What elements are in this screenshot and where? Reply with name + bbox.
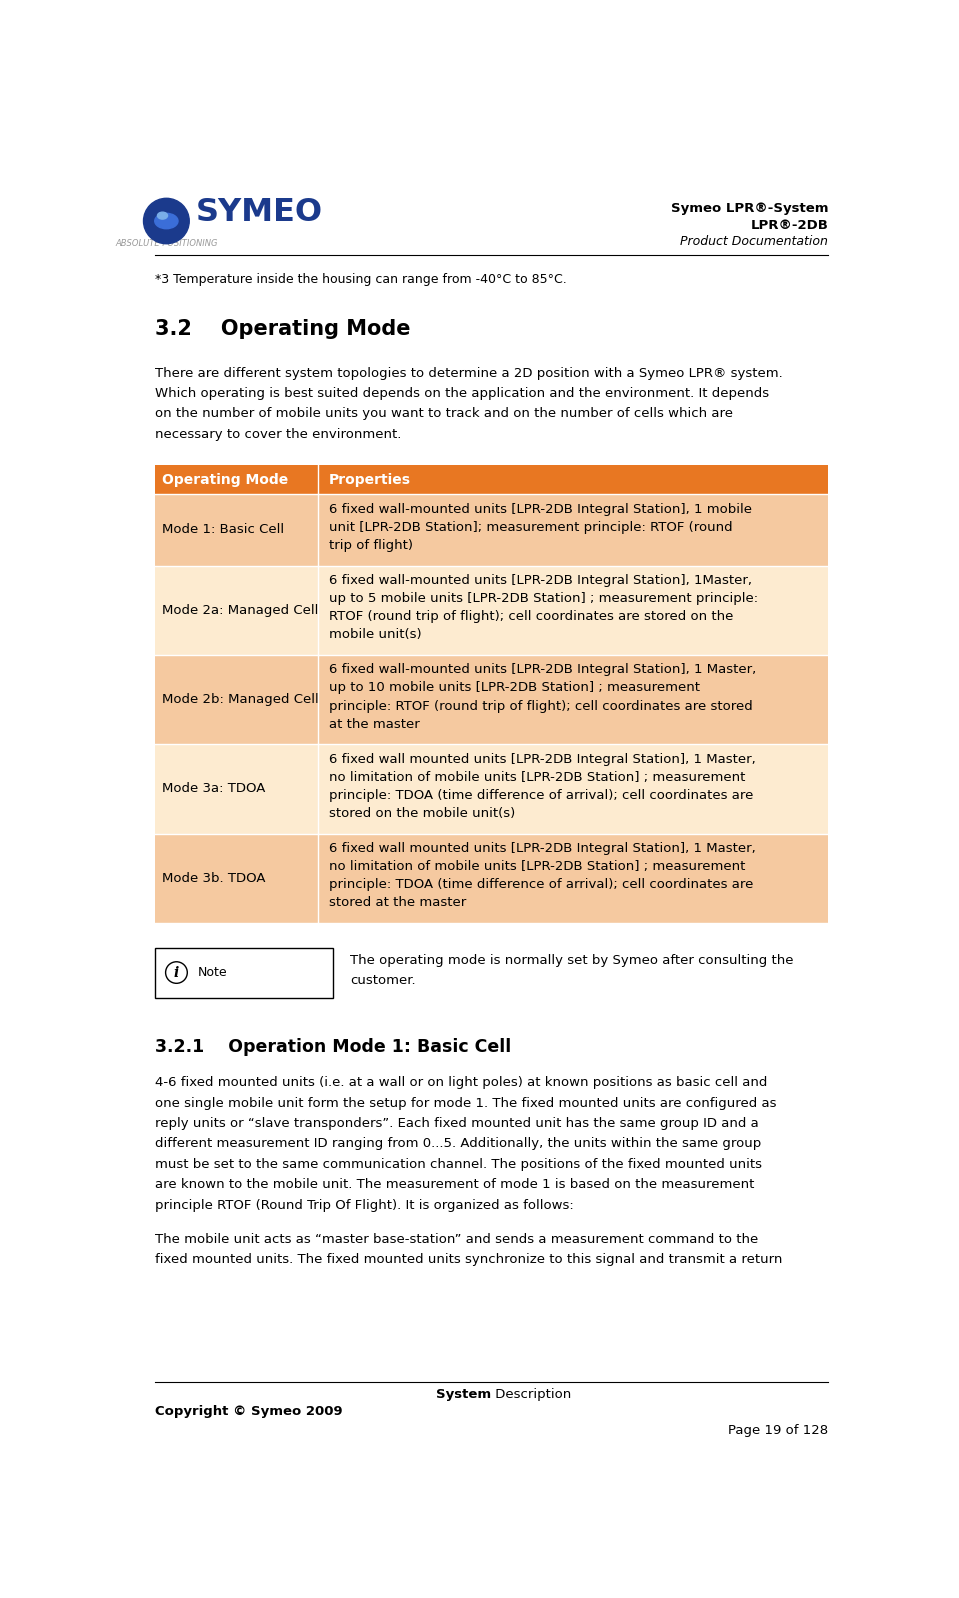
- Bar: [154, 494, 829, 566]
- Text: no limitation of mobile units [LPR-2DB Station] ; measurement: no limitation of mobile units [LPR-2DB S…: [329, 770, 745, 783]
- Text: Mode 3a: TDOA: Mode 3a: TDOA: [162, 783, 266, 796]
- Text: 6 fixed wall mounted units [LPR-2DB Integral Station], 1 Master,: 6 fixed wall mounted units [LPR-2DB Inte…: [329, 842, 756, 855]
- Text: Product Documentation: Product Documentation: [680, 235, 829, 248]
- Text: up to 10 mobile units [LPR-2DB Station] ; measurement: up to 10 mobile units [LPR-2DB Station] …: [329, 681, 700, 695]
- Text: Mode 1: Basic Cell: Mode 1: Basic Cell: [162, 524, 285, 537]
- Text: Symeo LPR®-System: Symeo LPR®-System: [670, 201, 829, 214]
- Text: must be set to the same communication channel. The positions of the fixed mounte: must be set to the same communication ch…: [154, 1157, 761, 1171]
- Text: at the master: at the master: [329, 718, 420, 730]
- Bar: [154, 834, 829, 924]
- Text: Which operating is best suited depends on the application and the environment. I: Which operating is best suited depends o…: [154, 387, 769, 400]
- Bar: [154, 465, 829, 494]
- Text: 6 fixed wall-mounted units [LPR-2DB Integral Station], 1 Master,: 6 fixed wall-mounted units [LPR-2DB Inte…: [329, 663, 757, 676]
- Bar: [154, 745, 829, 834]
- Text: are known to the mobile unit. The measurement of mode 1 is based on the measurem: are known to the mobile unit. The measur…: [154, 1178, 754, 1191]
- Text: 6 fixed wall-mounted units [LPR-2DB Integral Station], 1Master,: 6 fixed wall-mounted units [LPR-2DB Inte…: [329, 574, 752, 586]
- Text: 6 fixed wall-mounted units [LPR-2DB Integral Station], 1 mobile: 6 fixed wall-mounted units [LPR-2DB Inte…: [329, 503, 752, 516]
- Text: principle RTOF (Round Trip Of Flight). It is organized as follows:: principle RTOF (Round Trip Of Flight). I…: [154, 1198, 573, 1211]
- Text: 3.2    Operating Mode: 3.2 Operating Mode: [154, 320, 410, 339]
- Text: up to 5 mobile units [LPR-2DB Station] ; measurement principle:: up to 5 mobile units [LPR-2DB Station] ;…: [329, 593, 759, 606]
- Text: on the number of mobile units you want to track and on the number of cells which: on the number of mobile units you want t…: [154, 407, 733, 420]
- Text: The operating mode is normally set by Symeo after consulting the: The operating mode is normally set by Sy…: [350, 954, 793, 967]
- Text: SYMEO: SYMEO: [196, 197, 323, 229]
- Text: 3.2.1    Operation Mode 1: Basic Cell: 3.2.1 Operation Mode 1: Basic Cell: [154, 1037, 511, 1056]
- Text: i: i: [174, 965, 179, 980]
- Text: Properties: Properties: [329, 473, 411, 487]
- Text: Mode 2a: Managed Cell: Mode 2a: Managed Cell: [162, 604, 319, 617]
- Text: Description: Description: [492, 1389, 572, 1401]
- Text: principle: RTOF (round trip of flight); cell coordinates are stored: principle: RTOF (round trip of flight); …: [329, 700, 753, 713]
- Ellipse shape: [157, 213, 168, 219]
- Bar: [154, 566, 829, 655]
- Text: mobile unit(s): mobile unit(s): [329, 628, 422, 641]
- Text: stored on the mobile unit(s): stored on the mobile unit(s): [329, 807, 515, 820]
- Text: principle: TDOA (time difference of arrival); cell coordinates are: principle: TDOA (time difference of arri…: [329, 789, 754, 802]
- Text: one single mobile unit form the setup for mode 1. The fixed mounted units are co: one single mobile unit form the setup fo…: [154, 1096, 776, 1109]
- Text: necessary to cover the environment.: necessary to cover the environment.: [154, 428, 401, 441]
- Text: Page 19 of 128: Page 19 of 128: [728, 1424, 829, 1437]
- Text: trip of flight): trip of flight): [329, 539, 413, 551]
- Text: Mode 2b: Managed Cell: Mode 2b: Managed Cell: [162, 694, 319, 706]
- Text: Operating Mode: Operating Mode: [162, 473, 289, 487]
- Text: principle: TDOA (time difference of arrival); cell coordinates are: principle: TDOA (time difference of arri…: [329, 879, 754, 892]
- Text: RTOF (round trip of flight); cell coordinates are stored on the: RTOF (round trip of flight); cell coordi…: [329, 610, 734, 623]
- Text: System: System: [436, 1389, 492, 1401]
- Bar: [154, 655, 829, 745]
- Text: The mobile unit acts as “master base-station” and sends a measurement command to: The mobile unit acts as “master base-sta…: [154, 1232, 758, 1246]
- Text: There are different system topologies to determine a 2D position with a Symeo LP: There are different system topologies to…: [154, 366, 783, 380]
- Text: Note: Note: [198, 967, 227, 980]
- Text: Copyright © Symeo 2009: Copyright © Symeo 2009: [154, 1405, 342, 1419]
- Text: unit [LPR-2DB Station]; measurement principle: RTOF (round: unit [LPR-2DB Station]; measurement prin…: [329, 521, 733, 534]
- Text: LPR®-2DB: LPR®-2DB: [750, 219, 829, 232]
- Text: no limitation of mobile units [LPR-2DB Station] ; measurement: no limitation of mobile units [LPR-2DB S…: [329, 860, 745, 873]
- Text: 6 fixed wall mounted units [LPR-2DB Integral Station], 1 Master,: 6 fixed wall mounted units [LPR-2DB Inte…: [329, 753, 756, 765]
- Text: fixed mounted units. The fixed mounted units synchronize to this signal and tran: fixed mounted units. The fixed mounted u…: [154, 1253, 783, 1266]
- Text: reply units or “slave transponders”. Each fixed mounted unit has the same group : reply units or “slave transponders”. Eac…: [154, 1117, 759, 1130]
- Circle shape: [166, 962, 187, 983]
- Text: ABSOLUTE POSITIONING: ABSOLUTE POSITIONING: [115, 238, 218, 248]
- Text: Mode 3b. TDOA: Mode 3b. TDOA: [162, 873, 266, 885]
- Circle shape: [144, 198, 189, 244]
- Bar: [154, 948, 333, 997]
- Text: different measurement ID ranging from 0...5. Additionally, the units within the : different measurement ID ranging from 0.…: [154, 1138, 761, 1151]
- Text: *3 Temperature inside the housing can range from -40°C to 85°C.: *3 Temperature inside the housing can ra…: [154, 273, 567, 286]
- Text: 4-6 fixed mounted units (i.e. at a wall or on light poles) at known positions as: 4-6 fixed mounted units (i.e. at a wall …: [154, 1075, 767, 1090]
- Ellipse shape: [154, 213, 178, 229]
- Text: customer.: customer.: [350, 975, 415, 988]
- Text: stored at the master: stored at the master: [329, 896, 466, 909]
